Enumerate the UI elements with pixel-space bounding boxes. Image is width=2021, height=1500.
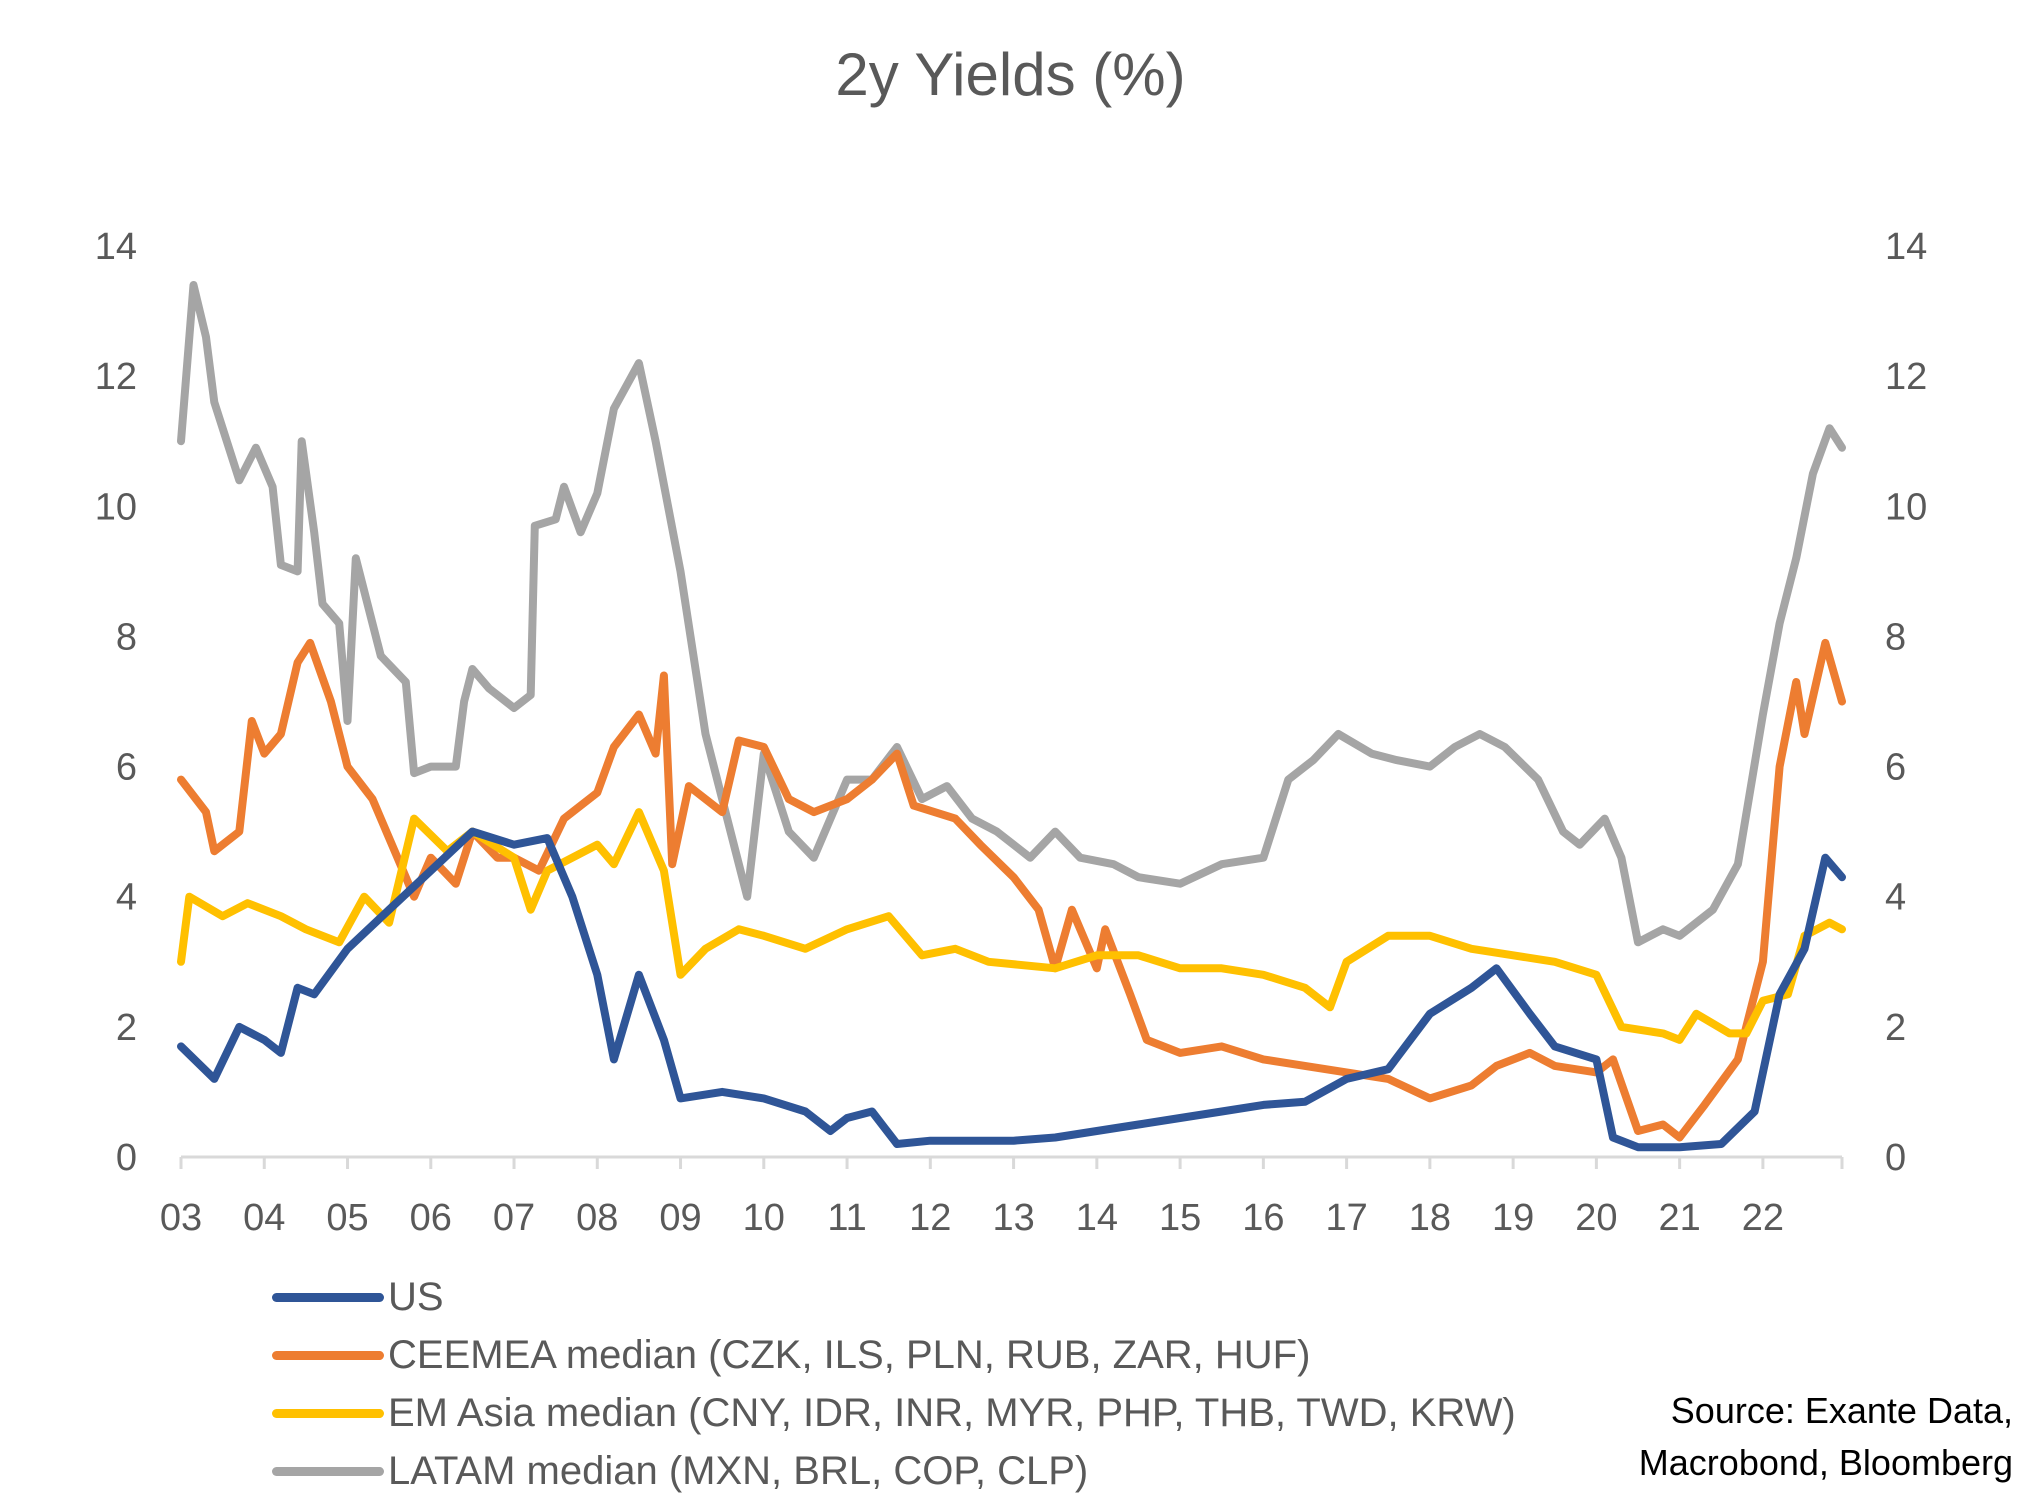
y-tick-label-right: 4 <box>1885 877 1906 919</box>
y-tick-label-right: 8 <box>1885 616 1906 658</box>
y-tick-label-left: 8 <box>116 616 137 658</box>
x-tick-label: 19 <box>1492 1197 1534 1239</box>
source-note: Source: Exante Data, Macrobond, Bloomber… <box>1639 1385 2013 1489</box>
x-tick-label: 10 <box>743 1197 785 1239</box>
x-tick-label: 04 <box>243 1197 285 1239</box>
y-tick-label-right: 6 <box>1885 747 1906 789</box>
legend-item-latam: LATAM median (MXN, BRL, COP, CLP) <box>272 1442 1516 1500</box>
legend-label-us: US <box>388 1274 444 1319</box>
x-tick-label: 13 <box>992 1197 1034 1239</box>
legend-label-em-asia: EM Asia median (CNY, IDR, INR, MYR, PHP,… <box>388 1390 1516 1435</box>
x-tick-label: 11 <box>827 1197 866 1239</box>
legend-swatch-ceemea <box>272 1350 384 1360</box>
y-tick-label-right: 0 <box>1885 1137 1906 1179</box>
x-tick-label: 12 <box>909 1197 951 1239</box>
series-line-ceemea <box>177 638 1846 1142</box>
x-tick-label: 07 <box>493 1197 535 1239</box>
y-tick-label-left: 12 <box>95 356 137 398</box>
y-tick-label-right: 10 <box>1885 486 1927 528</box>
legend-item-us: US <box>272 1268 1516 1326</box>
chart-title: 2y Yields (%) <box>835 41 1186 108</box>
y-tick-label-right: 2 <box>1885 1007 1906 1049</box>
legend-item-ceemea: CEEMEA median (CZK, ILS, PLN, RUB, ZAR, … <box>272 1326 1516 1384</box>
x-tick-label: 20 <box>1575 1197 1617 1239</box>
legend-item-em-asia: EM Asia median (CNY, IDR, INR, MYR, PHP,… <box>272 1384 1516 1442</box>
x-tick-label: 14 <box>1076 1197 1118 1239</box>
y-tick-label-left: 2 <box>116 1007 137 1049</box>
legend-label-latam: LATAM median (MXN, BRL, COP, CLP) <box>388 1448 1089 1493</box>
legend: US CEEMEA median (CZK, ILS, PLN, RUB, ZA… <box>272 1268 1516 1500</box>
source-line-2: Macrobond, Bloomberg <box>1638 1442 2013 1483</box>
x-tick-label: 22 <box>1742 1197 1784 1239</box>
x-tick-label: 15 <box>1159 1197 1201 1239</box>
y-tick-label-left: 0 <box>116 1137 137 1179</box>
y-tick-label-left: 4 <box>116 877 137 919</box>
x-tick-label: 03 <box>160 1197 202 1239</box>
x-tick-label: 16 <box>1242 1197 1284 1239</box>
y-tick-label-right: 14 <box>1885 226 1927 268</box>
legend-label-ceemea: CEEMEA median (CZK, ILS, PLN, RUB, ZAR, … <box>388 1332 1311 1377</box>
y-tick-label-right: 12 <box>1885 356 1927 398</box>
y-tick-label-left: 6 <box>116 747 137 789</box>
x-tick-label: 06 <box>410 1197 452 1239</box>
series-line-latam <box>177 281 1846 947</box>
y-tick-label-left: 14 <box>95 226 137 268</box>
x-tick-label: 21 <box>1659 1197 1701 1239</box>
x-tick-label: 08 <box>576 1197 618 1239</box>
x-tick-label: 05 <box>326 1197 368 1239</box>
legend-swatch-latam <box>272 1466 384 1476</box>
source-line-1: Source: Exante Data, <box>1670 1390 2013 1431</box>
x-tick-label: 09 <box>659 1197 701 1239</box>
series-line-em-asia <box>177 808 1846 1044</box>
y-tick-label-left: 10 <box>95 486 137 528</box>
series-line-us <box>177 827 1846 1152</box>
x-tick-label: 17 <box>1325 1197 1367 1239</box>
x-tick-label: 18 <box>1409 1197 1451 1239</box>
legend-swatch-em-asia <box>272 1408 384 1418</box>
legend-swatch-us <box>272 1292 384 1302</box>
